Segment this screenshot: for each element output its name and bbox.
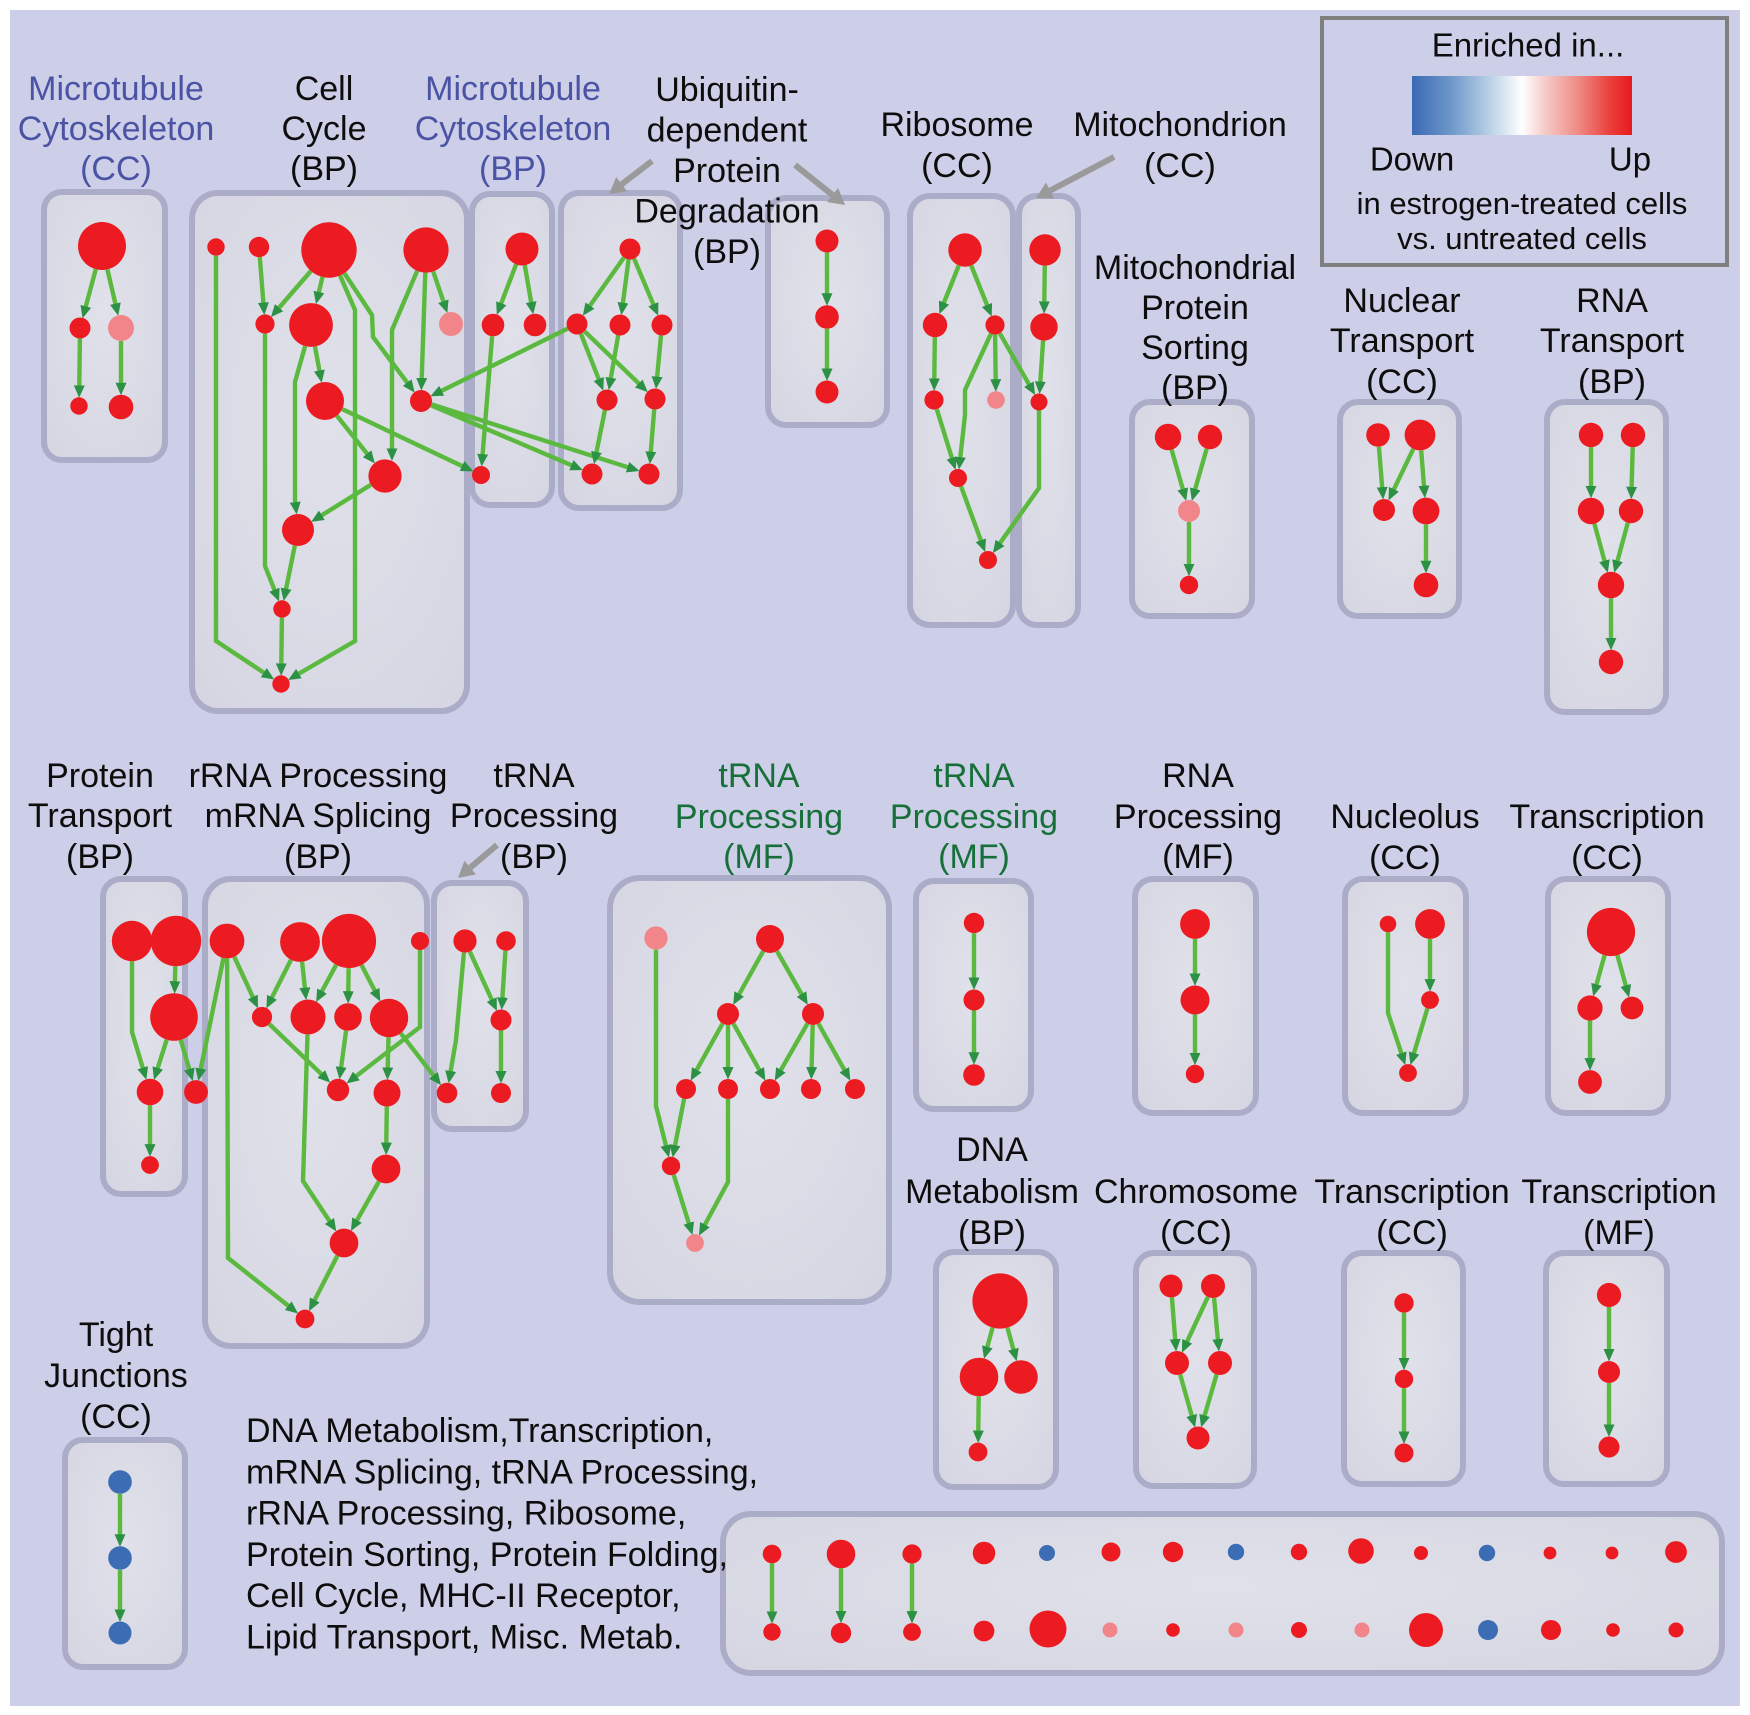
svg-text:rRNA Processing, Ribosome,: rRNA Processing, Ribosome, (246, 1495, 686, 1533)
svg-text:(CC): (CC) (1366, 363, 1438, 401)
svg-text:Enriched in...: Enriched in... (1432, 27, 1625, 64)
svg-text:Junctions: Junctions (44, 1357, 188, 1395)
svg-text:Protein: Protein (1141, 289, 1249, 327)
svg-text:(BP): (BP) (284, 838, 352, 876)
svg-text:(BP): (BP) (66, 838, 134, 876)
svg-text:(CC): (CC) (1376, 1214, 1448, 1252)
svg-text:Mitochondrion: Mitochondrion (1073, 106, 1287, 144)
svg-text:Chromosome: Chromosome (1094, 1173, 1298, 1211)
svg-text:(BP): (BP) (958, 1214, 1026, 1252)
svg-text:Cell: Cell (295, 70, 354, 108)
svg-text:Protein: Protein (673, 152, 781, 190)
svg-text:vs. untreated cells: vs. untreated cells (1397, 221, 1647, 256)
svg-text:RNA: RNA (1576, 282, 1648, 320)
svg-text:(MF): (MF) (723, 838, 795, 876)
svg-text:Cytoskeleton: Cytoskeleton (415, 110, 612, 148)
svg-text:(BP): (BP) (1578, 363, 1646, 401)
svg-text:Sorting: Sorting (1141, 329, 1249, 367)
svg-text:(MF): (MF) (1583, 1214, 1655, 1252)
svg-text:(CC): (CC) (1160, 1214, 1232, 1252)
svg-text:dependent: dependent (647, 111, 808, 149)
svg-text:(CC): (CC) (80, 150, 152, 188)
svg-text:(BP): (BP) (479, 150, 547, 188)
svg-text:mRNA Splicing, tRNA Processing: mRNA Splicing, tRNA Processing, (246, 1453, 758, 1491)
svg-text:Processing: Processing (1114, 798, 1282, 836)
svg-text:DNA: DNA (956, 1131, 1028, 1169)
svg-text:rRNA Processing: rRNA Processing (189, 757, 448, 795)
svg-text:(BP): (BP) (290, 150, 358, 188)
svg-text:Protein Sorting, Protein Foldi: Protein Sorting, Protein Folding, (246, 1536, 728, 1574)
svg-text:Microtubule: Microtubule (28, 70, 204, 108)
svg-text:Down: Down (1370, 141, 1454, 178)
svg-text:Mitochondrial: Mitochondrial (1094, 249, 1296, 287)
svg-text:Ribosome: Ribosome (880, 106, 1033, 144)
svg-text:Microtubule: Microtubule (425, 70, 601, 108)
svg-text:Transport: Transport (1540, 322, 1685, 360)
svg-text:(CC): (CC) (1369, 839, 1441, 877)
svg-text:(BP): (BP) (693, 233, 761, 271)
svg-text:Processing: Processing (890, 798, 1058, 836)
svg-text:Protein: Protein (46, 757, 154, 795)
svg-text:(BP): (BP) (1161, 369, 1229, 407)
svg-text:RNA: RNA (1162, 757, 1234, 795)
svg-text:Processing: Processing (675, 798, 843, 836)
svg-text:Cytoskeleton: Cytoskeleton (18, 110, 215, 148)
svg-text:Cell Cycle, MHC-II Receptor,: Cell Cycle, MHC-II Receptor, (246, 1577, 681, 1615)
svg-text:(MF): (MF) (1162, 838, 1234, 876)
svg-text:(CC): (CC) (80, 1398, 152, 1436)
svg-text:(CC): (CC) (1144, 147, 1216, 185)
svg-text:Lipid Transport, Misc. Metab.: Lipid Transport, Misc. Metab. (246, 1618, 683, 1656)
svg-text:Tight: Tight (79, 1316, 154, 1354)
svg-text:DNA Metabolism,Transcription,: DNA Metabolism,Transcription, (246, 1412, 713, 1450)
svg-text:Transcription: Transcription (1509, 798, 1704, 836)
svg-text:Nucleolus: Nucleolus (1330, 798, 1479, 836)
svg-text:Cycle: Cycle (281, 110, 366, 148)
svg-text:(BP): (BP) (500, 838, 568, 876)
svg-text:Processing: Processing (450, 797, 618, 835)
svg-text:(CC): (CC) (1571, 839, 1643, 877)
svg-text:tRNA: tRNA (933, 757, 1015, 795)
svg-text:(CC): (CC) (921, 147, 993, 185)
svg-text:in estrogen-treated cells: in estrogen-treated cells (1357, 186, 1688, 221)
svg-text:Transcription: Transcription (1521, 1173, 1716, 1211)
svg-text:tRNA: tRNA (493, 757, 575, 795)
svg-text:Metabolism: Metabolism (905, 1173, 1079, 1211)
svg-text:Transcription: Transcription (1314, 1173, 1509, 1211)
svg-text:Up: Up (1609, 141, 1651, 178)
svg-text:Transport: Transport (1330, 322, 1475, 360)
svg-text:mRNA Splicing: mRNA Splicing (205, 797, 432, 835)
svg-text:Degradation: Degradation (634, 192, 819, 230)
svg-text:tRNA: tRNA (718, 757, 800, 795)
svg-text:(MF): (MF) (938, 838, 1010, 876)
svg-text:Transport: Transport (28, 797, 173, 835)
svg-text:Ubiquitin-: Ubiquitin- (655, 71, 799, 109)
svg-text:Nuclear: Nuclear (1343, 282, 1460, 320)
